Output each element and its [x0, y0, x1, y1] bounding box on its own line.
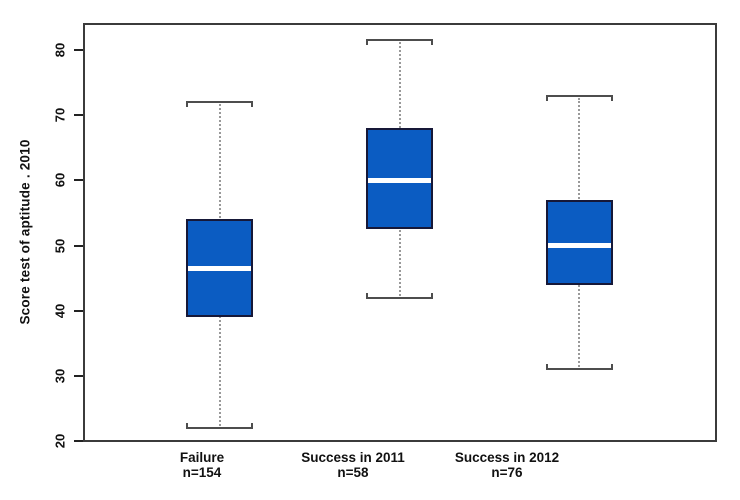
whisker-cap-bottom — [366, 292, 433, 299]
plot-area — [83, 23, 717, 442]
whisker-cap-bottom — [545, 364, 613, 371]
y-axis-tick — [74, 49, 83, 51]
y-axis-tick-label: 70 — [52, 107, 68, 123]
x-category-name: Success in 2011 — [301, 450, 405, 465]
whisker-cap-top — [186, 101, 253, 108]
y-axis-tick-label: 80 — [52, 42, 68, 58]
median-line — [547, 243, 611, 248]
y-axis-title: Score test of aptitude . 2010 — [17, 139, 33, 325]
y-axis-tick — [74, 244, 83, 247]
x-category-count: n=154 — [182, 465, 222, 480]
x-category-label: Failure n=154 — [180, 450, 224, 480]
y-axis-tick-label: 60 — [52, 173, 68, 188]
whisker-cap-bottom — [186, 422, 253, 429]
x-category-count: n=76 — [491, 465, 523, 480]
y-axis-tick — [74, 440, 83, 442]
x-category-name: Failure — [179, 450, 225, 465]
y-axis-tick-label: 30 — [52, 368, 68, 384]
y-axis-tick — [74, 179, 83, 182]
median-line — [188, 265, 251, 271]
box-3 — [545, 199, 613, 285]
x-category-count: n=58 — [337, 465, 369, 480]
y-axis-tick — [74, 374, 83, 377]
y-axis-tick-label: 50 — [52, 238, 68, 253]
whisker-cap-top — [366, 39, 433, 46]
median-line — [368, 177, 431, 183]
x-category-name: Success in 2012 — [454, 450, 560, 465]
x-category-label: Success in 2012 n=76 — [455, 450, 559, 480]
x-category-label: Success in 2011 n=58 — [301, 450, 405, 480]
y-axis-tick-label: 40 — [52, 303, 68, 318]
y-axis-tick-label: 20 — [52, 433, 68, 449]
whisker-cap-top — [545, 94, 613, 101]
y-axis-tick — [74, 114, 83, 117]
y-axis-tick — [74, 309, 83, 312]
